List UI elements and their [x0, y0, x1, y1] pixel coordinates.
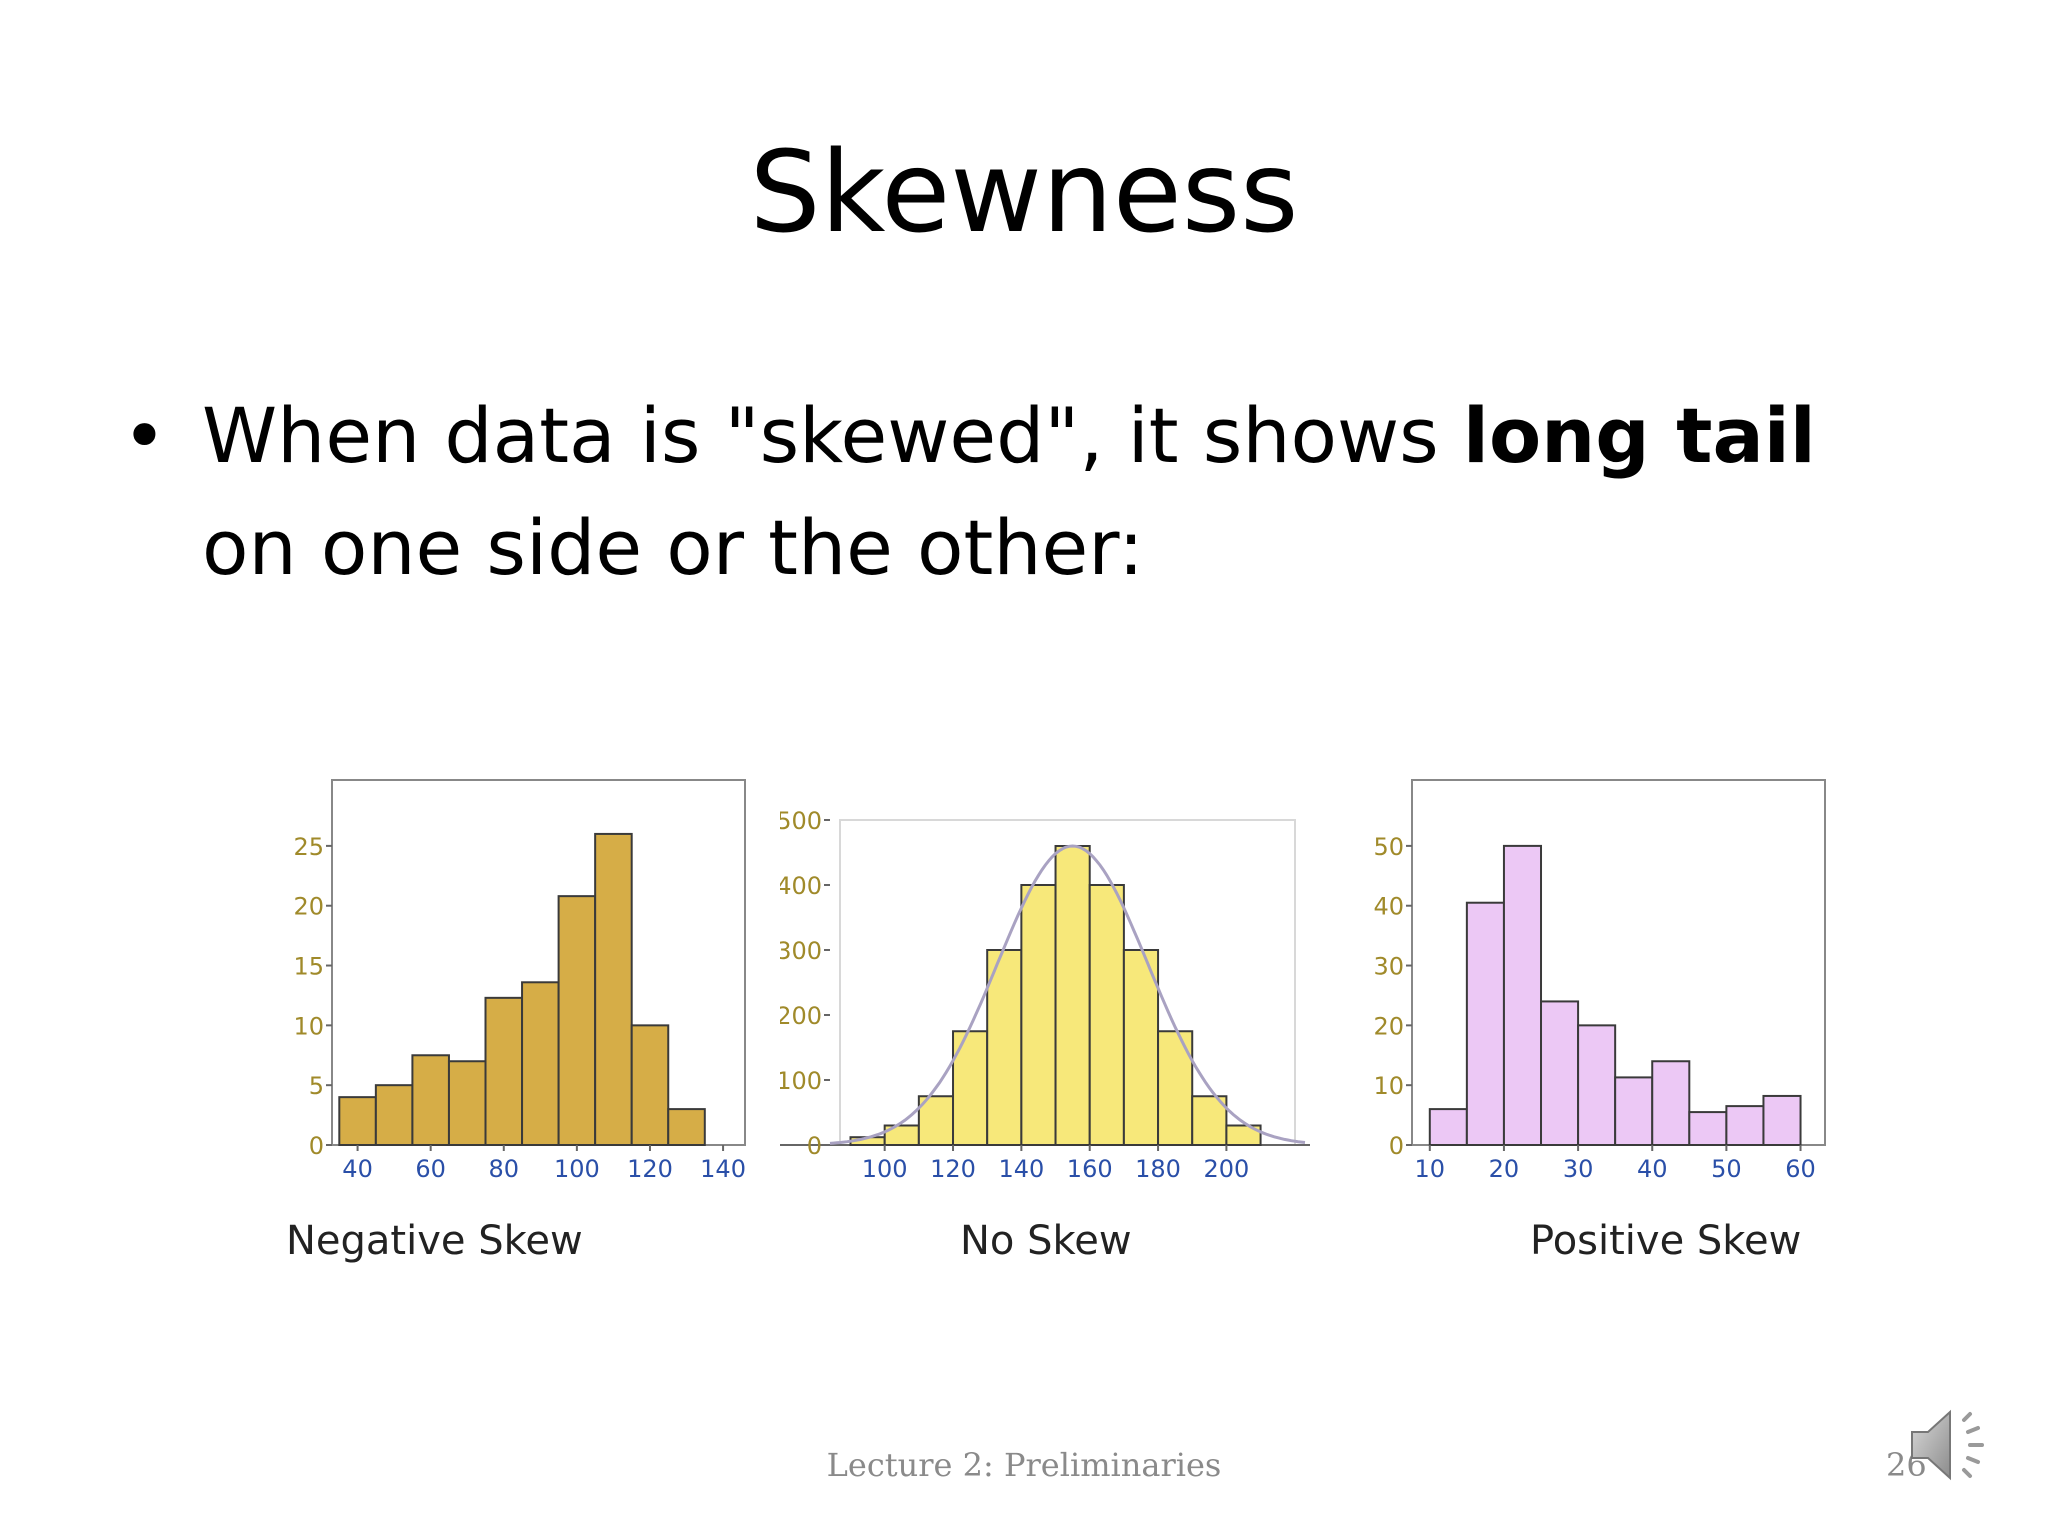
bullet-text: When data is "skewed", it shows long tai…	[202, 380, 1922, 604]
histogram-bar	[1651, 1060, 1691, 1146]
x-tick-label: 160	[1067, 1155, 1113, 1183]
histogram-bar	[1020, 884, 1057, 1146]
y-tick-label: 300	[780, 937, 822, 965]
histogram-bar	[411, 1054, 450, 1146]
histogram-bar	[1465, 901, 1505, 1146]
x-tick-label: 10	[1415, 1155, 1446, 1183]
x-tick-label: 140	[700, 1155, 746, 1183]
y-tick-label: 400	[780, 872, 822, 900]
x-tick-label: 120	[627, 1155, 673, 1183]
slide-footer: Lecture 2: Preliminaries	[826, 1446, 1222, 1484]
histogram-bar	[1688, 1111, 1728, 1146]
negative-skew-histogram: 0 5 10 15 20 25 40 60 80 100 120 140	[293, 779, 746, 1183]
chart-caption-positive: Positive Skew	[1530, 1218, 1802, 1264]
histogram-bar	[917, 1095, 955, 1146]
x-tick-label: 100	[554, 1155, 600, 1183]
y-tick-label: 10	[1373, 1072, 1404, 1100]
y-tick-label: 30	[1373, 953, 1404, 981]
chart-caption-negative: Negative Skew	[286, 1218, 583, 1264]
histogram-bar	[1614, 1076, 1654, 1147]
histogram-bar	[1122, 949, 1160, 1146]
histogram-bar	[630, 1024, 670, 1147]
histogram-bar	[521, 981, 560, 1146]
y-tick-label: 0	[1389, 1132, 1404, 1160]
x-tick-label: 60	[415, 1155, 446, 1183]
histogram-bar	[484, 996, 524, 1146]
x-tick-label: 40	[1637, 1155, 1668, 1183]
histogram-bar	[1054, 845, 1091, 1146]
histogram-bar	[1428, 1108, 1468, 1147]
x-tick-label: 50	[1711, 1155, 1742, 1183]
y-tick-label: 100	[780, 1067, 822, 1095]
x-tick-label: 200	[1203, 1155, 1249, 1183]
histogram-bar	[1540, 1000, 1580, 1146]
histogram-bar	[667, 1108, 706, 1147]
histogram-bar	[447, 1060, 487, 1146]
x-tick-label: 40	[342, 1155, 373, 1183]
y-tick-label: 0	[807, 1132, 822, 1160]
y-tick-label: 40	[1373, 893, 1404, 921]
x-tick-label: 180	[1135, 1155, 1181, 1183]
normal-curve	[829, 844, 1306, 1145]
x-tick-label: 80	[489, 1155, 520, 1183]
x-tick-label: 60	[1785, 1155, 1816, 1183]
bullet-text-start: When data is "skewed", it shows	[202, 391, 1463, 480]
x-tick-label: 140	[998, 1155, 1044, 1183]
histogram-bar	[1502, 844, 1543, 1147]
x-tick-label: 30	[1563, 1155, 1594, 1183]
y-tick-label: 200	[780, 1002, 822, 1030]
histogram-bar	[1577, 1024, 1617, 1147]
histogram-bar	[1762, 1094, 1802, 1147]
y-tick-label: 20	[1373, 1012, 1404, 1040]
histogram-bar	[1088, 884, 1125, 1146]
y-tick-label: 50	[1373, 833, 1404, 861]
bullet-text-end: on one side or the other:	[202, 503, 1144, 592]
bullet-text-bold: long tail	[1462, 391, 1816, 480]
x-tick-label: 20	[1489, 1155, 1520, 1183]
no-skew-histogram: 0 100 200 300 400 500 100 120 140 160 180 200	[780, 807, 1310, 1183]
histogram-bar	[338, 1096, 377, 1146]
histogram-bar	[557, 895, 597, 1147]
y-tick-label: 5	[309, 1072, 324, 1100]
histogram-bar	[594, 832, 633, 1147]
slide-title: Skewness	[749, 128, 1299, 258]
x-tick-label: 120	[930, 1155, 976, 1183]
y-tick-label: 500	[780, 807, 822, 835]
chart-caption-none: No Skew	[960, 1218, 1132, 1264]
histogram-bar	[1725, 1105, 1765, 1146]
y-tick-label: 20	[293, 893, 324, 921]
histogram-bar	[1225, 1124, 1262, 1146]
y-tick-label: 0	[309, 1132, 324, 1160]
y-tick-label: 15	[293, 953, 324, 981]
histogram-bar	[374, 1084, 414, 1146]
y-tick-label: 10	[293, 1012, 324, 1040]
y-tick-label: 25	[293, 833, 324, 861]
x-tick-label: 100	[862, 1155, 908, 1183]
positive-skew-histogram: 0 10 20 30 40 50 10 20 30 40 50 60	[1373, 779, 1826, 1183]
histogram-bar	[1191, 1095, 1228, 1146]
speaker-icon[interactable]	[1906, 1402, 1996, 1488]
bullet-icon: •	[122, 391, 167, 480]
